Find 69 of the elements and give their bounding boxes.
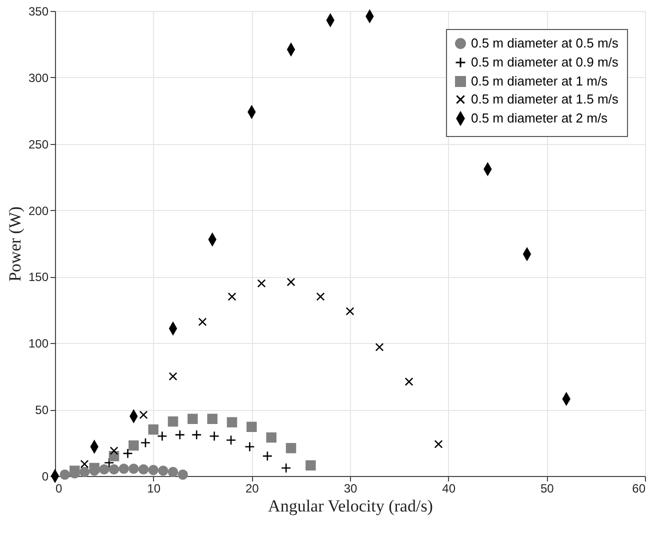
- point: [168, 372, 178, 381]
- y-tick-label: 150: [28, 270, 49, 284]
- point: [122, 448, 133, 459]
- legend-label: 0.5 m diameter at 1.5 m/s: [471, 92, 619, 106]
- point: [99, 464, 110, 474]
- point: [104, 458, 114, 468]
- point: [148, 464, 158, 476]
- point: [70, 466, 80, 476]
- point: [286, 278, 296, 286]
- point: [434, 440, 443, 448]
- point: [228, 292, 236, 301]
- point: [168, 466, 178, 478]
- point: [139, 410, 148, 420]
- point: [110, 446, 118, 455]
- y-tick-label: 50: [35, 403, 49, 418]
- y-tick-label: 100: [28, 336, 49, 351]
- point: [89, 462, 100, 474]
- point: [128, 440, 139, 451]
- point: [244, 442, 255, 452]
- point: [346, 307, 354, 316]
- y-axis-title: Power (W): [5, 206, 24, 282]
- point: [316, 292, 325, 301]
- point: [207, 414, 218, 424]
- point: [79, 466, 90, 478]
- point: [60, 470, 70, 480]
- point: [266, 432, 276, 443]
- point: [262, 450, 273, 462]
- x-tick-label: 30: [344, 482, 358, 496]
- y-tick-label: 300: [28, 70, 49, 85]
- x-tick-label: 40: [442, 482, 456, 496]
- legend-label: 0.5 m diameter at 1 m/s: [471, 74, 608, 88]
- legend-label: 0.5 m diameter at 0.9 m/s: [471, 54, 619, 70]
- x-tick-label: 20: [245, 482, 260, 496]
- legend-label: 0.5 m diameter at 0.5 m/s: [471, 36, 619, 50]
- x-tick-label: 50: [540, 482, 554, 496]
- x-tick-label: 0: [56, 482, 62, 496]
- point: [138, 464, 149, 474]
- y-tick-label: 0: [42, 470, 49, 484]
- point: [280, 462, 292, 474]
- point: [375, 342, 384, 352]
- point: [178, 470, 188, 480]
- point: [80, 460, 89, 468]
- point: [246, 422, 257, 432]
- point: [108, 464, 120, 474]
- point: [128, 464, 139, 474]
- point: [118, 464, 129, 474]
- point: [148, 424, 158, 435]
- x-axis-title: Angular Velocity (rad/s): [268, 496, 433, 516]
- y-tick-label: 350: [28, 4, 49, 18]
- point: [158, 466, 168, 476]
- point: [157, 431, 168, 442]
- point: [140, 438, 151, 448]
- point: [404, 377, 414, 386]
- point: [257, 279, 266, 288]
- point: [198, 318, 207, 326]
- point: [209, 431, 220, 442]
- point: [188, 414, 198, 424]
- y-tick-label: 200: [28, 204, 49, 218]
- x-tick-label: 60: [632, 482, 646, 496]
- y-tick-label: 250: [28, 137, 49, 152]
- point: [306, 460, 316, 470]
- point: [191, 430, 202, 440]
- point: [226, 435, 236, 446]
- point: [226, 417, 238, 428]
- point: [168, 416, 178, 427]
- legend-label: 0.5 m diameter at 2 m/s: [471, 110, 608, 126]
- point: [174, 430, 186, 440]
- point: [286, 442, 296, 454]
- x-tick-label: 10: [147, 482, 161, 496]
